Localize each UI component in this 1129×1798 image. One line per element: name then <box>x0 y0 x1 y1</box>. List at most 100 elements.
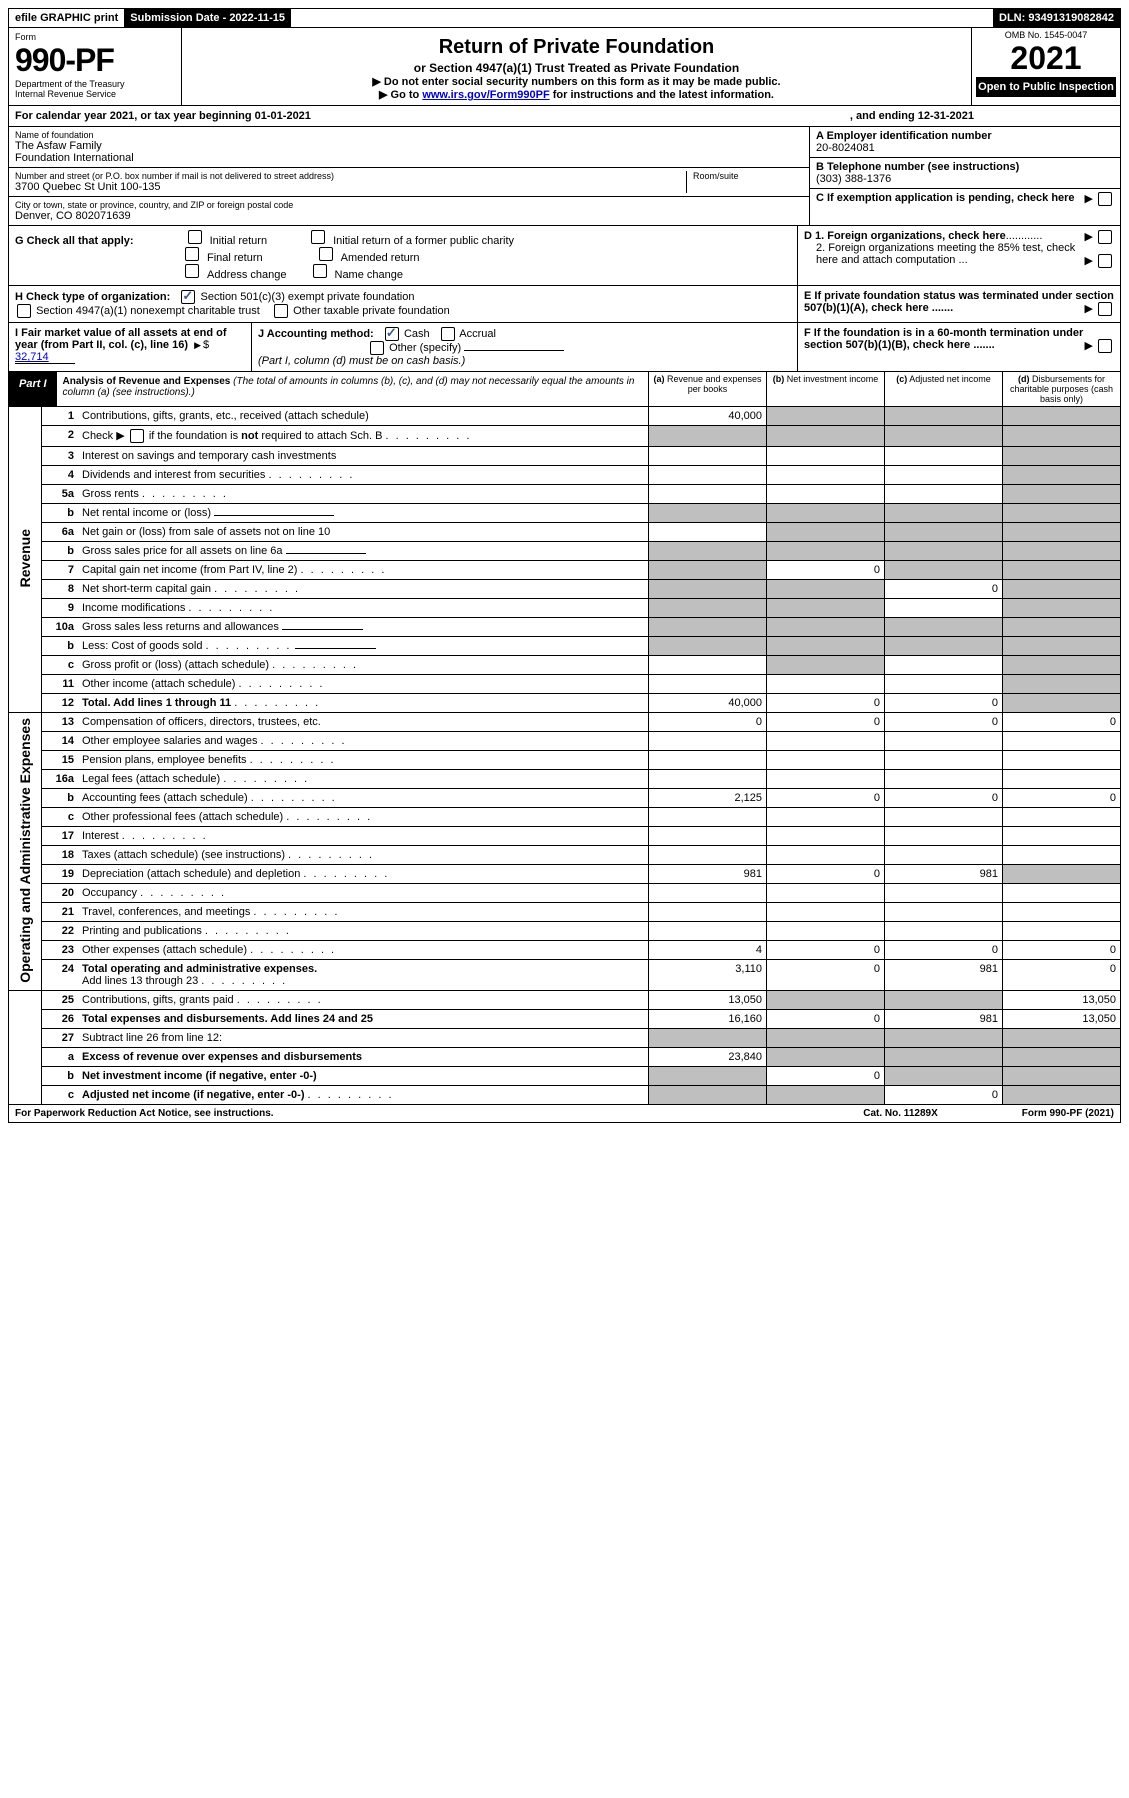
section-g-d: G Check all that apply: Initial return I… <box>8 226 1121 286</box>
irs-label: Internal Revenue Service <box>15 89 175 99</box>
table-row: 14Other employee salaries and wages <box>9 732 1121 751</box>
submission-date: Submission Date - 2022-11-15 <box>124 9 291 27</box>
table-row: bLess: Cost of goods sold <box>9 637 1121 656</box>
page-footer: For Paperwork Reduction Act Notice, see … <box>8 1105 1121 1123</box>
dept-label: Department of the Treasury <box>15 79 175 89</box>
table-row: Revenue 1Contributions, gifts, grants, e… <box>9 407 1121 426</box>
table-row: bAccounting fees (attach schedule) 2,125… <box>9 789 1121 808</box>
other-taxable-checkbox[interactable] <box>274 304 288 318</box>
top-bar: efile GRAPHIC print Submission Date - 20… <box>8 8 1121 28</box>
instruction-1: ▶ Do not enter social security numbers o… <box>192 75 961 88</box>
table-row: 6aNet gain or (loss) from sale of assets… <box>9 523 1121 542</box>
table-row: 19Depreciation (attach schedule) and dep… <box>9 865 1121 884</box>
table-row: 7Capital gain net income (from Part IV, … <box>9 561 1121 580</box>
table-row: 21Travel, conferences, and meetings <box>9 903 1121 922</box>
col-d-header: (d) Disbursements for charitable purpose… <box>1002 372 1120 406</box>
col-b-header: (b) Net investment income <box>766 372 884 406</box>
table-row: 8Net short-term capital gain 0 <box>9 580 1121 599</box>
amended-return-checkbox[interactable] <box>319 247 333 261</box>
table-row: 2Check ▶ if the foundation is not requir… <box>9 426 1121 447</box>
footer-right: Form 990-PF (2021) <box>1016 1105 1120 1122</box>
d2-label: 2. Foreign organizations meeting the 85%… <box>816 242 1075 266</box>
omb-label: OMB No. 1545-0047 <box>976 30 1116 40</box>
table-row: 23Other expenses (attach schedule) 4000 <box>9 941 1121 960</box>
instruction-2: ▶ Go to www.irs.gov/Form990PF for instru… <box>192 88 961 101</box>
f-checkbox[interactable] <box>1098 339 1112 353</box>
table-row: 18Taxes (attach schedule) (see instructi… <box>9 846 1121 865</box>
address-change-checkbox[interactable] <box>185 264 199 278</box>
table-row: cAdjusted net income (if negative, enter… <box>9 1086 1121 1105</box>
sch-b-checkbox[interactable] <box>130 429 144 443</box>
table-row: aExcess of revenue over expenses and dis… <box>9 1048 1121 1067</box>
d1-checkbox[interactable] <box>1098 230 1112 244</box>
tax-year: 2021 <box>976 40 1116 77</box>
table-row: bGross sales price for all assets on lin… <box>9 542 1121 561</box>
col-c-header: (c) Adjusted net income <box>884 372 1002 406</box>
section-i-j-f: I Fair market value of all assets at end… <box>8 323 1121 372</box>
form990pf-link[interactable]: www.irs.gov/Form990PF <box>422 89 549 101</box>
exemption-pending-label: C If exemption application is pending, c… <box>816 192 1075 204</box>
col-a-header: (a) (a) Revenue and expenses per booksRe… <box>648 372 766 406</box>
ein-value: 20-8024081 <box>816 142 1114 154</box>
h-label: H Check type of organization: <box>15 291 170 303</box>
g-label: G Check all that apply: <box>15 235 134 247</box>
table-row: 9Income modifications <box>9 599 1121 618</box>
revenue-side-label: Revenue <box>17 529 33 587</box>
table-row: bNet rental income or (loss) <box>9 504 1121 523</box>
open-public: Open to Public Inspection <box>976 77 1116 97</box>
initial-return-checkbox[interactable] <box>188 230 202 244</box>
table-row: 22Printing and publications <box>9 922 1121 941</box>
j-note: (Part I, column (d) must be on cash basi… <box>258 355 465 367</box>
form-label: Form <box>15 32 175 42</box>
4947a1-checkbox[interactable] <box>17 304 31 318</box>
phone-label: B Telephone number (see instructions) <box>816 161 1114 173</box>
accrual-checkbox[interactable] <box>441 327 455 341</box>
form-title: Return of Private Foundation <box>192 36 961 59</box>
table-row: 5aGross rents <box>9 485 1121 504</box>
e-label: E If private foundation status was termi… <box>804 290 1114 314</box>
form-header: Form 990-PF Department of the Treasury I… <box>8 28 1121 106</box>
foundation-name-2: Foundation International <box>15 152 803 164</box>
exemption-pending-checkbox[interactable] <box>1098 192 1112 206</box>
table-row: 4Dividends and interest from securities <box>9 466 1121 485</box>
cash-checkbox[interactable] <box>385 327 399 341</box>
footer-mid: Cat. No. 11289X <box>857 1105 943 1122</box>
fmv-value[interactable]: 32,714 <box>15 351 75 364</box>
name-change-checkbox[interactable] <box>313 264 327 278</box>
table-row: 15Pension plans, employee benefits <box>9 751 1121 770</box>
table-row: 27Subtract line 26 from line 12: <box>9 1029 1121 1048</box>
final-return-checkbox[interactable] <box>185 247 199 261</box>
e-checkbox[interactable] <box>1098 302 1112 316</box>
table-row: 26Total expenses and disbursements. Add … <box>9 1010 1121 1029</box>
address-label: Number and street (or P.O. box number if… <box>15 171 686 181</box>
table-row: 17Interest <box>9 827 1121 846</box>
footer-left: For Paperwork Reduction Act Notice, see … <box>9 1105 857 1122</box>
f-label: F If the foundation is in a 60-month ter… <box>804 327 1083 351</box>
table-row: 12Total. Add lines 1 through 11 40,00000 <box>9 694 1121 713</box>
city-value: Denver, CO 802071639 <box>15 210 803 222</box>
other-method-checkbox[interactable] <box>370 341 384 355</box>
table-row: 24Total operating and administrative exp… <box>9 960 1121 991</box>
dln-label: DLN: 93491319082842 <box>993 9 1120 27</box>
form-number: 990-PF <box>15 42 175 79</box>
part-1-title: Analysis of Revenue and Expenses <box>63 376 231 387</box>
calendar-year-row: For calendar year 2021, or tax year begi… <box>8 106 1121 127</box>
table-row: 20Occupancy <box>9 884 1121 903</box>
part-1-header: Part I Analysis of Revenue and Expenses … <box>8 372 1121 407</box>
room-label: Room/suite <box>693 171 803 181</box>
address-value: 3700 Quebec St Unit 100-135 <box>15 181 686 193</box>
ein-label: A Employer identification number <box>816 130 1114 142</box>
initial-former-checkbox[interactable] <box>311 230 325 244</box>
table-row: Operating and Administrative Expenses 13… <box>9 713 1121 732</box>
table-row: cOther professional fees (attach schedul… <box>9 808 1121 827</box>
501c3-checkbox[interactable] <box>181 290 195 304</box>
section-h-e: H Check type of organization: Section 50… <box>8 286 1121 323</box>
d2-checkbox[interactable] <box>1098 254 1112 268</box>
table-row: 25Contributions, gifts, grants paid 13,0… <box>9 991 1121 1010</box>
expenses-side-label: Operating and Administrative Expenses <box>17 718 33 983</box>
table-row: bNet investment income (if negative, ent… <box>9 1067 1121 1086</box>
d1-label: D 1. Foreign organizations, check here <box>804 230 1006 242</box>
city-label: City or town, state or province, country… <box>15 200 803 210</box>
table-row: 16aLegal fees (attach schedule) <box>9 770 1121 789</box>
foundation-name-label: Name of foundation <box>15 130 803 140</box>
